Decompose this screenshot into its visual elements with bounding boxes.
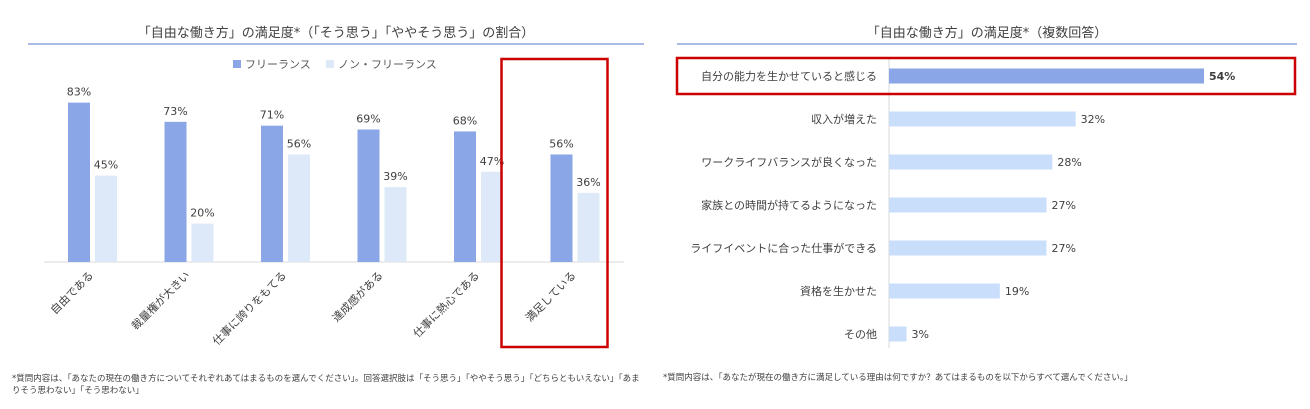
hbar-1 (889, 111, 1076, 127)
bar-nonfreelance-1 (191, 223, 214, 262)
hbar-data-label-0: 54% (1209, 70, 1235, 83)
bar-nonfreelance-2 (288, 154, 310, 262)
data-label-freelance-2: 71% (260, 109, 284, 122)
hbar-6 (889, 326, 907, 342)
data-label-freelance-4: 68% (453, 114, 477, 127)
data-label-freelance-3: 69% (356, 113, 380, 126)
hbar-5 (889, 283, 1000, 299)
hbar-data-label-4: 27% (1052, 242, 1076, 255)
left-title-rule (28, 43, 644, 45)
bar-freelance-0 (68, 102, 90, 262)
bar-freelance-4 (454, 131, 476, 262)
bar-freelance-1 (164, 121, 187, 262)
bar-nonfreelance-4 (481, 171, 503, 262)
hbar-data-label-5: 19% (1005, 285, 1029, 298)
legend-label-0: フリーランス (245, 58, 311, 71)
right-chart-title: 「自由な働き方」の満足度*（複数回答） (866, 26, 1108, 41)
category-label-3: 達成感がある (329, 268, 386, 325)
bar-nonfreelance-5 (577, 192, 600, 262)
data-label-freelance-1: 73% (163, 105, 187, 118)
category-label-5: 満足している (523, 269, 579, 325)
data-label-nonfreelance-1: 20% (190, 207, 214, 220)
data-label-nonfreelance-0: 45% (94, 159, 118, 172)
legend-swatch-0 (233, 60, 241, 68)
highlight-box (500, 57, 609, 349)
right-footnote: *質問内容は、「あなたが現在の働き方に満足している理由は何ですか？あてはまるもの… (663, 373, 1133, 383)
hbar-category-label-0: 自分の能力を生かせていると感じる (701, 69, 877, 83)
left-chart-panel: 「自由な働き方」の満足度*（「そう思う」「ややそう思う」の割合） フリーランス ノ… (12, 26, 644, 396)
hbar-data-label-3: 27% (1052, 199, 1076, 212)
hbar-category-label-1: 収入が増えた (811, 112, 877, 126)
bar-nonfreelance-0 (95, 175, 117, 262)
hbar-category-label-6: その他 (844, 328, 877, 341)
right-title-rule (677, 43, 1297, 45)
left-legend: フリーランス ノン・フリーランス (233, 58, 437, 71)
hbar-category-label-4: ライフイベントに合った仕事ができる (690, 241, 877, 255)
bar-freelance-2 (261, 125, 283, 263)
right-chart-panel: 「自由な働き方」の満足度*（複数回答） 自分の能力を生かせていると感じる 54% 収… (655, 0, 1310, 409)
hbar-0 (889, 68, 1204, 84)
hbar-category-label-3: 家族との時間が持てるようになった (701, 198, 877, 212)
category-label-4: 仕事に熱心である (411, 269, 482, 340)
data-label-freelance-0: 83% (67, 86, 91, 99)
highlight-box-right (675, 56, 1297, 96)
data-label-nonfreelance-2: 56% (287, 137, 311, 150)
hbar-data-label-1: 32% (1081, 113, 1105, 126)
hbar-4 (889, 240, 1047, 256)
data-label-nonfreelance-4: 47% (480, 155, 504, 168)
right-bar-chart: 自分の能力を生かせていると感じる 54% 収入が増えた 32% ワークライフバランスが良… (675, 56, 1297, 348)
bar-nonfreelance-3 (384, 187, 407, 262)
legend-swatch-1 (326, 60, 334, 68)
data-label-nonfreelance-3: 39% (383, 170, 407, 183)
left-bar-chart: フリーランス ノン・フリーランス 83% 45% 自由である 73% 20% 裁量権が大きい 7… (44, 57, 624, 349)
hbar-data-label-2: 28% (1057, 156, 1081, 169)
category-label-1: 裁量権が大きい (128, 268, 192, 332)
hbar-category-label-5: 資格を生かせた (800, 284, 877, 298)
hbar-data-label-6: 3% (912, 328, 929, 341)
bar-freelance-5 (550, 154, 573, 262)
data-label-freelance-5: 56% (549, 137, 573, 150)
hbar-2 (889, 154, 1053, 170)
legend-label-1: ノン・フリーランス (338, 58, 437, 71)
left-chart-title: 「自由な働き方」の満足度*（「そう思う」「ややそう思う」の割合） (137, 26, 535, 41)
left-footnote: *質問内容は、「あなたの現在の働き方についてそれぞれあてはまるものを選んでくださ… (12, 374, 640, 396)
hbar-3 (889, 197, 1047, 213)
hbar-category-label-2: ワークライフバランスが良くなった (701, 155, 877, 169)
data-label-nonfreelance-5: 36% (576, 176, 600, 189)
category-label-2: 仕事に誇りをもてる (210, 268, 290, 348)
category-label-0: 自由である (47, 268, 96, 317)
bar-freelance-3 (357, 129, 380, 262)
